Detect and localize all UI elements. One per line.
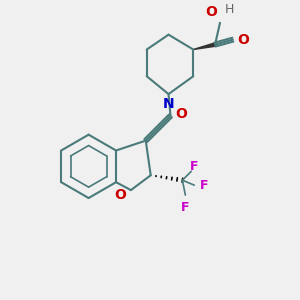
Text: O: O [114, 188, 126, 202]
Text: H: H [225, 3, 234, 16]
Polygon shape [193, 43, 215, 50]
Text: F: F [181, 201, 190, 214]
Text: F: F [190, 160, 199, 173]
Text: F: F [200, 179, 209, 192]
Text: O: O [205, 5, 217, 19]
Text: N: N [163, 97, 174, 111]
Text: O: O [237, 33, 249, 46]
Text: O: O [176, 107, 187, 121]
